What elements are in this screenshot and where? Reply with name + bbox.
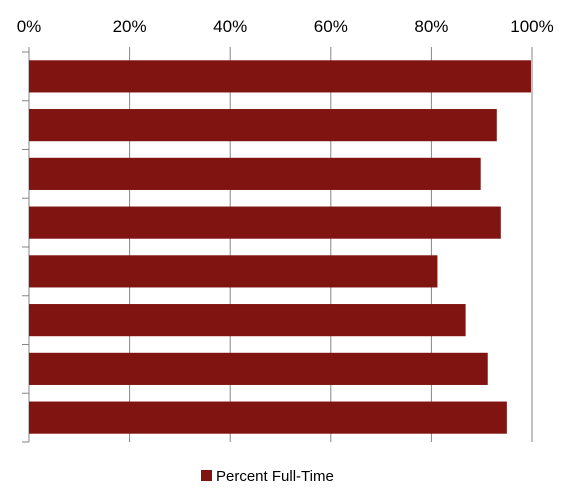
x-tick-label: 60%: [314, 17, 348, 36]
x-tick-label: 100%: [510, 17, 553, 36]
legend: Percent Full-Time: [201, 468, 334, 485]
bar: [29, 352, 488, 385]
bar: [29, 157, 481, 190]
bar: [29, 206, 501, 239]
x-tick-labels: 0% 20% 40% 60% 80% 100%: [17, 17, 554, 36]
legend-label: Percent Full-Time: [216, 468, 334, 485]
bars: [29, 60, 531, 434]
bar: [29, 401, 507, 434]
bar: [29, 60, 531, 93]
x-tick-label: 20%: [113, 17, 147, 36]
legend-swatch: [201, 470, 212, 481]
bar: [29, 109, 497, 142]
x-tick-label: 80%: [414, 17, 448, 36]
x-tick-label: 0%: [17, 17, 42, 36]
bar: [29, 304, 466, 337]
x-tick-label: 40%: [213, 17, 247, 36]
bar: [29, 255, 438, 288]
